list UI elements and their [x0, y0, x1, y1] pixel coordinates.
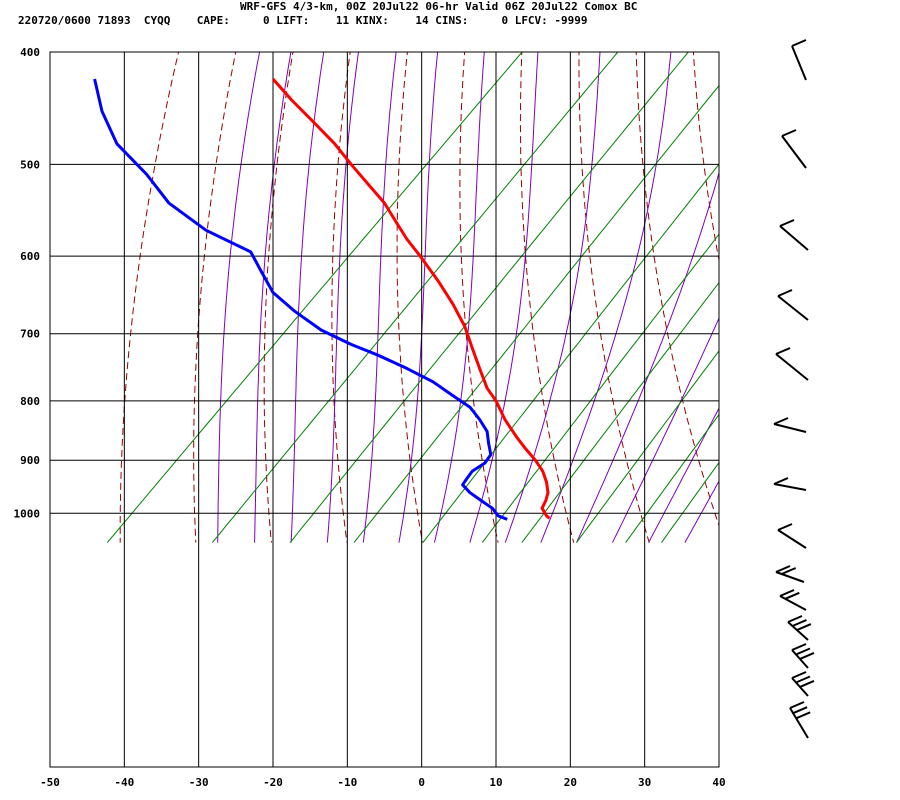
moist-adiabat-line	[398, 52, 439, 543]
dry-adiabat-line	[805, 26, 900, 542]
plot-frame	[49, 51, 720, 768]
dry-adiabat-line	[578, 52, 650, 543]
header: WRF-GFS 4/3-km, 00Z 20Jul22 06-hr Valid …	[0, 0, 900, 40]
dry-adiabat-line	[193, 52, 237, 543]
wind-barb	[777, 523, 807, 549]
y-tick-label: 700	[20, 328, 40, 341]
y-tick-label: 600	[20, 250, 40, 263]
temperature-profile-line	[271, 78, 551, 520]
y-tick-label: 400	[20, 46, 40, 59]
grid	[50, 51, 719, 767]
mixing-ratio-line	[521, 281, 719, 543]
x-tick-label: -20	[263, 776, 283, 789]
mixing-ratio-line	[625, 413, 719, 543]
x-tick-labels: -50 -40 -30 -20 -10 0 10 20 30 40	[40, 776, 726, 789]
wind-barbs	[773, 39, 815, 739]
dry-adiabat-line	[119, 52, 180, 543]
dry-adiabat-line	[692, 52, 719, 263]
mixing-ratio-line	[576, 350, 719, 543]
x-tick-label: -40	[114, 776, 134, 789]
mixing-ratio-line	[661, 461, 719, 543]
wind-barb	[787, 615, 812, 641]
mixing-ratio-line	[211, 52, 619, 543]
dry-adiabat-line	[459, 52, 499, 543]
header-indices: 220720/0600 71893 CYQQ CAPE: 0 LIFT: 11 …	[18, 14, 588, 27]
moist-adiabat-line	[254, 52, 292, 543]
wind-barb	[781, 129, 807, 169]
mixing-ratio-line	[422, 163, 719, 543]
x-tick-label: 40	[712, 776, 725, 789]
moist-adiabat-line	[684, 480, 719, 543]
moist-adiabat-line	[433, 52, 485, 543]
moist-adiabat-line	[648, 407, 719, 543]
dewpoint-profile-line	[93, 78, 508, 521]
x-tick-label: 0	[418, 776, 425, 789]
moist-adiabat-line	[362, 52, 397, 543]
wind-barb	[777, 289, 809, 321]
moist-adiabat-line	[217, 52, 261, 543]
background-lines	[106, 26, 900, 543]
wind-barb	[779, 219, 809, 251]
x-tick-label: 10	[489, 776, 502, 789]
dry-adiabat-line	[635, 52, 719, 528]
dry-adiabat-line	[331, 52, 351, 543]
x-tick-label: 20	[564, 776, 577, 789]
y-tick-labels: 400 500 600 700 800 900 1000	[14, 46, 41, 520]
dry-adiabat-line	[396, 52, 423, 543]
wind-barb	[773, 477, 807, 491]
x-tick-label: -10	[337, 776, 357, 789]
dry-adiabat-line	[263, 52, 294, 543]
header-title: WRF-GFS 4/3-km, 00Z 20Jul22 06-hr Valid …	[240, 0, 638, 13]
wind-barb	[773, 417, 807, 433]
wind-barb	[789, 701, 811, 739]
moist-adiabat-line	[469, 52, 539, 543]
moist-adiabat-line	[290, 52, 325, 543]
wind-barb	[775, 347, 809, 381]
moist-adiabat-line	[504, 52, 601, 543]
y-tick-label: 500	[20, 158, 40, 171]
mixing-ratio-line	[353, 84, 719, 543]
wind-barb	[775, 565, 805, 583]
wind-barb	[791, 643, 815, 669]
moist-adiabat-line	[540, 52, 672, 543]
profiles	[93, 78, 551, 521]
wind-barb	[779, 589, 807, 611]
x-tick-label: -30	[189, 776, 209, 789]
moist-adiabat-line	[576, 171, 719, 543]
wind-barb	[791, 671, 815, 697]
moist-adiabat-line	[721, 26, 900, 542]
mixing-ratio-line	[106, 52, 523, 543]
y-tick-label: 900	[20, 454, 40, 467]
dry-adiabat-line	[519, 52, 575, 543]
mixing-ratio-line	[481, 233, 719, 543]
x-tick-label: 30	[638, 776, 651, 789]
y-tick-label: 800	[20, 395, 40, 408]
y-tick-label: 1000	[14, 507, 41, 520]
dry-adiabat-line	[749, 26, 877, 542]
x-tick-label: -50	[40, 776, 60, 789]
moist-adiabat-line	[612, 316, 719, 543]
dry-adiabat-line	[861, 26, 900, 542]
mixing-ratio-line	[289, 52, 689, 543]
wind-barb	[791, 39, 807, 81]
